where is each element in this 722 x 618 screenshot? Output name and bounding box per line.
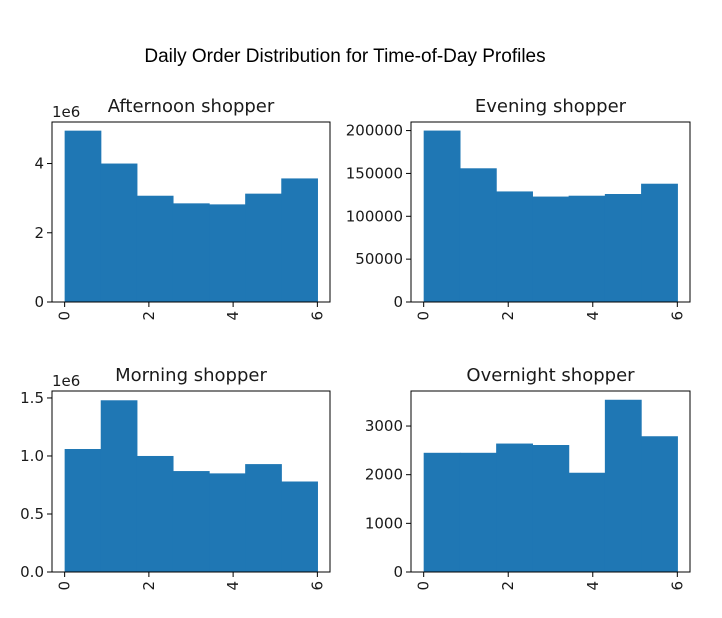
x-tick-label: 6 xyxy=(308,311,326,321)
histogram-bar xyxy=(423,452,461,572)
x-tick-label: 2 xyxy=(140,581,158,591)
histogram-bar xyxy=(100,400,138,572)
axes-frame xyxy=(410,390,691,573)
histogram-bar xyxy=(641,183,678,302)
x-tick-label: 0 xyxy=(415,581,433,591)
x-tick-label: 4 xyxy=(584,311,602,321)
x-tick-label: 0 xyxy=(415,311,433,321)
axis-offset-label: 1e6 xyxy=(52,103,80,121)
histogram-bar xyxy=(209,204,246,302)
x-tick-label: 4 xyxy=(584,581,602,591)
histogram-bar xyxy=(532,196,570,302)
axes-frame xyxy=(410,121,691,303)
y-tick-label: 1.0 xyxy=(20,447,44,465)
subplot-afternoon-shopper: Afternoon shopper 1e6 0 2 4 0 2 4 6 xyxy=(34,96,331,321)
histogram-bar xyxy=(641,436,678,572)
histogram-bar xyxy=(245,193,282,302)
histogram-bar xyxy=(172,471,210,572)
subplot-title: Morning shopper xyxy=(115,365,267,386)
y-tick-label: 200000 xyxy=(346,122,403,140)
histogram-bar xyxy=(604,194,642,302)
figure-title: Daily Order Distribution for Time-of-Day… xyxy=(144,46,545,67)
x-tick-label: 2 xyxy=(499,311,517,321)
histogram-bar xyxy=(136,455,174,572)
histogram-bar xyxy=(281,481,318,572)
y-tick-label: 0 xyxy=(393,563,403,581)
histogram-bar xyxy=(496,191,533,302)
y-tick-label: 50000 xyxy=(355,250,403,268)
x-tick-label: 4 xyxy=(224,311,242,321)
histogram-bar xyxy=(459,168,497,302)
x-tick-label: 0 xyxy=(56,581,74,591)
x-tick-label: 6 xyxy=(308,581,326,591)
histogram-bar xyxy=(281,178,318,302)
histogram-bar xyxy=(64,130,102,302)
x-tick-label: 0 xyxy=(56,311,74,321)
subplot-overnight-shopper: Overnight shopper 0 1000 2000 3000 0 2 4 6 xyxy=(365,365,691,591)
histogram-bar xyxy=(209,473,246,572)
histogram-bar xyxy=(64,449,102,572)
y-tick-label: 4 xyxy=(34,155,44,173)
y-tick-label: 0 xyxy=(393,293,403,311)
y-tick-label: 0.5 xyxy=(20,505,44,523)
subplot-title: Afternoon shopper xyxy=(108,96,275,117)
subplot-morning-shopper: Morning shopper 1e6 0.0 0.5 1.0 1.5 0 2 4 6 xyxy=(20,365,331,591)
subplot-evening-shopper: Evening shopper 0 50000 100000 150000 200000 0… xyxy=(346,96,691,321)
x-tick-label: 4 xyxy=(224,581,242,591)
histogram-bar xyxy=(245,464,282,572)
histogram-bar xyxy=(604,399,642,572)
axes-frame xyxy=(51,390,331,573)
subplot-title: Overnight shopper xyxy=(466,365,635,386)
histogram-bar xyxy=(100,163,138,302)
subplot-title: Evening shopper xyxy=(475,96,627,117)
y-tick-label: 0 xyxy=(34,293,44,311)
histogram-bar xyxy=(172,203,210,302)
y-tick-label: 1000 xyxy=(365,514,403,532)
x-tick-label: 2 xyxy=(140,311,158,321)
y-tick-label: 1.5 xyxy=(20,389,44,407)
y-tick-label: 0.0 xyxy=(20,563,44,581)
y-tick-label: 3000 xyxy=(365,417,403,435)
x-tick-label: 6 xyxy=(668,581,686,591)
histogram-bar xyxy=(532,445,570,572)
axes-frame xyxy=(51,121,331,303)
histogram-bar xyxy=(459,452,497,572)
y-tick-label: 100000 xyxy=(346,207,403,225)
y-tick-label: 2 xyxy=(34,224,44,242)
histogram-bar xyxy=(496,443,533,572)
histogram-bar xyxy=(136,195,174,302)
axis-offset-label: 1e6 xyxy=(52,372,80,390)
histogram-bar xyxy=(568,472,606,572)
histogram-bar xyxy=(423,130,461,302)
y-tick-label: 2000 xyxy=(365,466,403,484)
x-tick-label: 2 xyxy=(499,581,517,591)
y-tick-label: 150000 xyxy=(346,164,403,182)
x-tick-label: 6 xyxy=(668,311,686,321)
histogram-bar xyxy=(568,195,606,302)
